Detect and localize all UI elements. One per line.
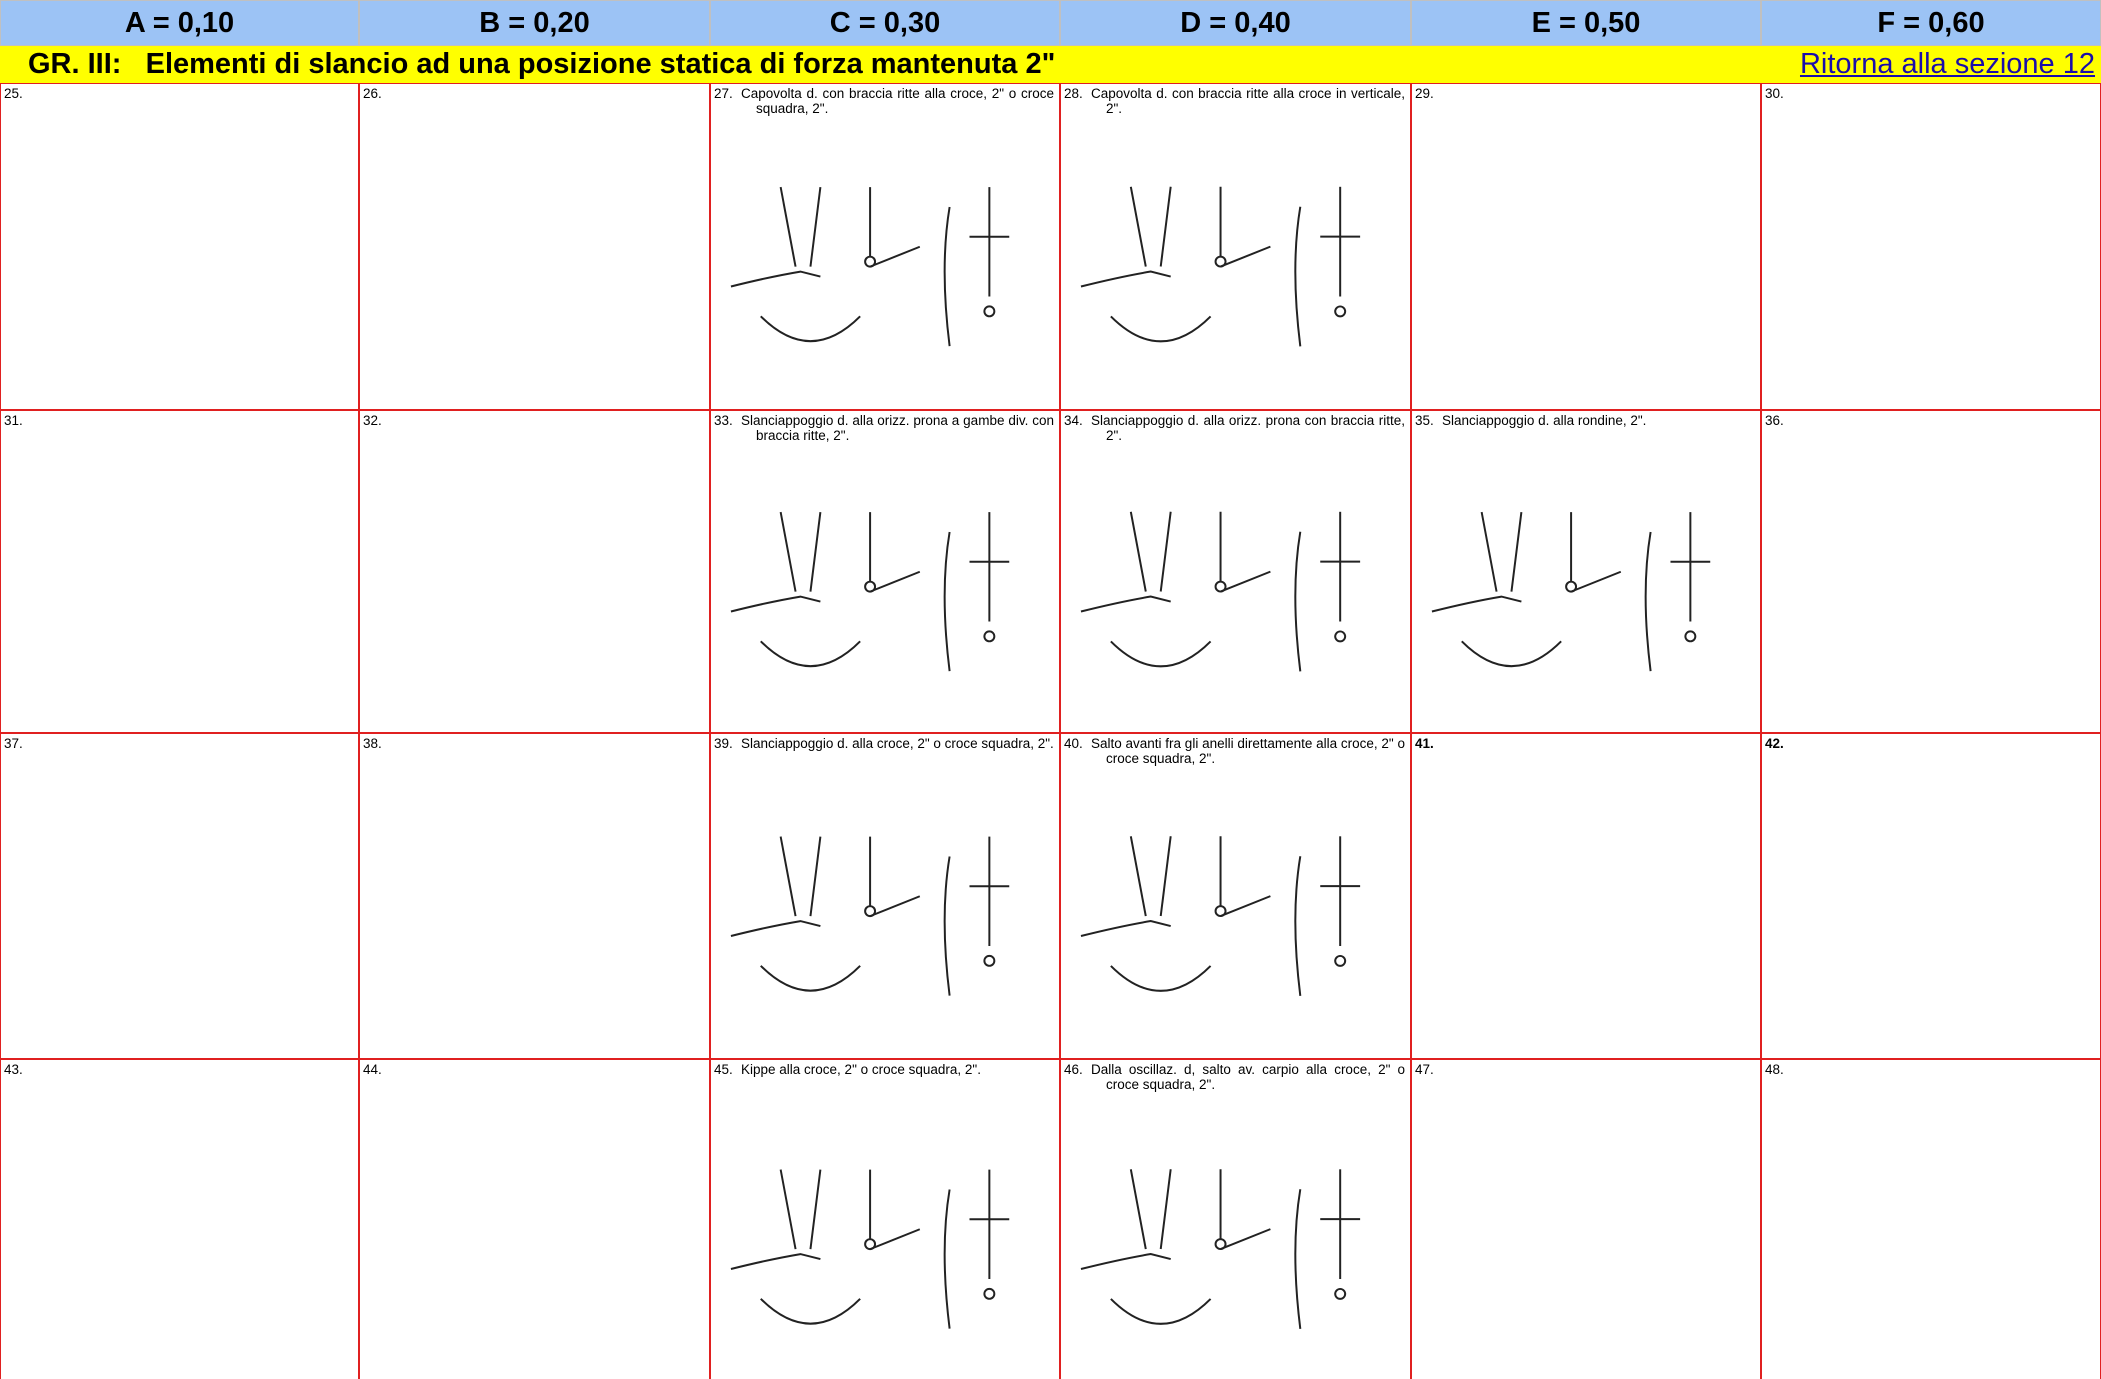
section-title: GR. III: Elementi di slancio ad una posi… — [28, 48, 1056, 80]
element-description: Slanciappoggio d. alla orizz. prona a ga… — [741, 413, 1054, 443]
column-header: D = 0,40 — [1060, 0, 1411, 46]
difficulty-header: A = 0,10 B = 0,20 C = 0,30 D = 0,40 E = 0,50… — [0, 0, 2101, 46]
illustration — [721, 174, 1049, 399]
table-cell: 37. — [0, 733, 359, 1059]
table-cell: 36. — [1761, 410, 2101, 733]
illustration — [1071, 174, 1400, 399]
sketch — [730, 186, 1010, 347]
table-cell: 41. — [1411, 733, 1761, 1059]
element-number: 44. — [363, 1062, 382, 1077]
element-number: 39. — [714, 736, 733, 751]
table-cell: 28. Capovolta d. con braccia ritte alla c… — [1060, 83, 1411, 410]
column-header: E = 0,50 — [1411, 0, 1761, 46]
sketch — [1080, 511, 1361, 672]
sketch — [1080, 186, 1361, 347]
table-cell: 45. Kippe alla croce, 2" o croce squadra,… — [710, 1059, 1060, 1379]
table-cell: 27. Capovolta d. con braccia ritte alla c… — [710, 83, 1060, 410]
table-cell: 43. — [0, 1059, 359, 1379]
element-number: 35. — [1415, 413, 1434, 428]
table-cell: 48. — [1761, 1059, 2101, 1379]
element-number: 46. — [1064, 1062, 1083, 1077]
element-number: 26. — [363, 86, 382, 101]
element-number: 40. — [1064, 736, 1083, 751]
element-number: 47. — [1415, 1062, 1434, 1077]
table-cell: 32. — [359, 410, 710, 733]
sketch — [1431, 511, 1711, 672]
element-number: 31. — [4, 413, 23, 428]
element-number: 36. — [1765, 413, 1784, 428]
element-description: Slanciappoggio d. alla croce, 2" o croce… — [741, 736, 1054, 751]
element-number: 28. — [1064, 86, 1083, 101]
table-cell: 42. — [1761, 733, 2101, 1059]
element-description: Slanciappoggio d. alla orizz. prona con … — [1091, 413, 1405, 443]
table-cell: 34. Slanciappoggio d. alla orizz. prona c… — [1060, 410, 1411, 733]
element-number: 25. — [4, 86, 23, 101]
column-header: F = 0,60 — [1761, 0, 2101, 46]
column-header: C = 0,30 — [710, 0, 1060, 46]
element-number: 27. — [714, 86, 733, 101]
illustration — [721, 501, 1049, 722]
element-number: 48. — [1765, 1062, 1784, 1077]
element-number: 30. — [1765, 86, 1784, 101]
sketch — [1080, 836, 1361, 996]
element-number: 41. — [1415, 736, 1434, 751]
table-cell: 33. Slanciappoggio d. alla orizz. prona a… — [710, 410, 1060, 733]
element-number: 38. — [363, 736, 382, 751]
table-cell: 30. — [1761, 83, 2101, 410]
element-description: Slanciappoggio d. alla rondine, 2". — [1442, 413, 1647, 428]
illustration — [721, 1150, 1049, 1379]
element-description: Capovolta d. con braccia ritte alla croc… — [1091, 86, 1405, 116]
section-bar: GR. III: Elementi di slancio ad una posi… — [0, 46, 2101, 83]
table-cell: 31. — [0, 410, 359, 733]
column-header: B = 0,20 — [359, 0, 710, 46]
sketch — [730, 836, 1010, 996]
column-header: A = 0,10 — [0, 0, 359, 46]
table-cell: 40. Salto avanti fra gli anelli direttame… — [1060, 733, 1411, 1059]
illustration — [1071, 501, 1400, 722]
element-number: 32. — [363, 413, 382, 428]
table-cell: 46. Dalla oscillaz. d, salto av. carpio a… — [1060, 1059, 1411, 1379]
illustration — [721, 824, 1049, 1048]
table-cell: 26. — [359, 83, 710, 410]
elements-table: 25. 26. 27. Capovolta d. con braccia ritte … — [0, 83, 2101, 1379]
element-number: 33. — [714, 413, 733, 428]
element-number: 45. — [714, 1062, 733, 1077]
element-description: Salto avanti fra gli anelli direttamente… — [1091, 736, 1405, 766]
table-cell: 47. — [1411, 1059, 1761, 1379]
table-cell: 35. Slanciappoggio d. alla rondine, 2". — [1411, 410, 1761, 733]
sketch — [730, 511, 1010, 672]
sketch — [1080, 1169, 1361, 1329]
sketch — [730, 1169, 1010, 1329]
table-cell: 39. Slanciappoggio d. alla croce, 2" o cr… — [710, 733, 1060, 1059]
table-cell: 38. — [359, 733, 710, 1059]
element-number: 43. — [4, 1062, 23, 1077]
illustration — [1071, 1150, 1400, 1379]
element-number: 37. — [4, 736, 23, 751]
table-cell: 25. — [0, 83, 359, 410]
table-cell: 44. — [359, 1059, 710, 1379]
illustration — [1071, 824, 1400, 1048]
element-description: Capovolta d. con braccia ritte alla croc… — [741, 86, 1054, 116]
table-cell: 29. — [1411, 83, 1761, 410]
illustration — [1422, 501, 1750, 722]
element-description: Kippe alla croce, 2" o croce squadra, 2"… — [741, 1062, 981, 1077]
element-number: 29. — [1415, 86, 1434, 101]
element-number: 34. — [1064, 413, 1083, 428]
element-number: 42. — [1765, 736, 1784, 751]
element-description: Dalla oscillaz. d, salto av. carpio alla… — [1091, 1062, 1405, 1092]
section-link[interactable]: Ritorna alla sezione 12 — [1799, 48, 2095, 80]
